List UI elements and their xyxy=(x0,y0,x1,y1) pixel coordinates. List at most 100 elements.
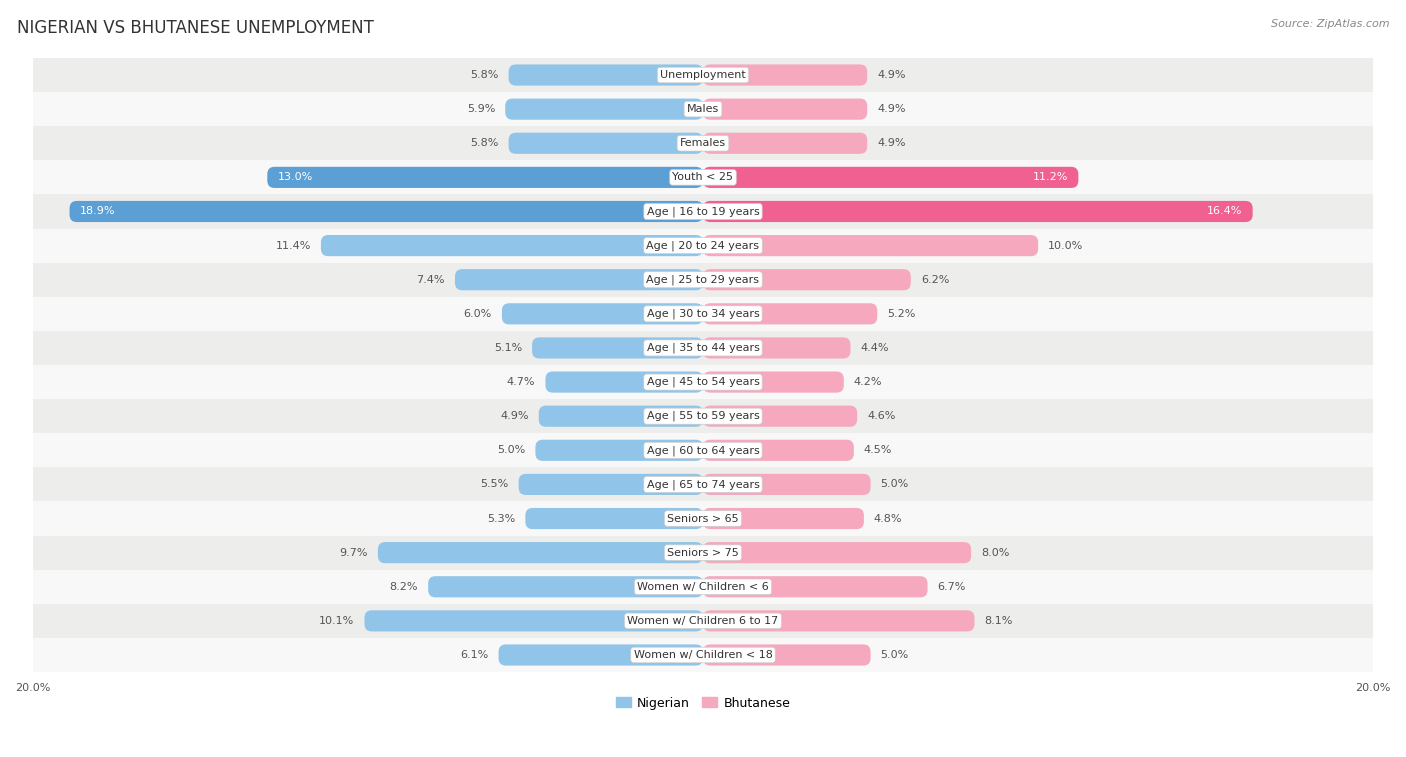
Text: Unemployment: Unemployment xyxy=(661,70,745,80)
Text: Youth < 25: Youth < 25 xyxy=(672,173,734,182)
Text: 9.7%: 9.7% xyxy=(339,547,368,558)
Text: Seniors > 75: Seniors > 75 xyxy=(666,547,740,558)
Text: 7.4%: 7.4% xyxy=(416,275,444,285)
Bar xyxy=(32,229,1374,263)
Text: Age | 16 to 19 years: Age | 16 to 19 years xyxy=(647,206,759,217)
Text: 4.4%: 4.4% xyxy=(860,343,889,353)
FancyBboxPatch shape xyxy=(499,644,703,665)
Bar xyxy=(32,536,1374,570)
FancyBboxPatch shape xyxy=(703,542,972,563)
FancyBboxPatch shape xyxy=(703,406,858,427)
Bar xyxy=(32,604,1374,638)
Text: Age | 30 to 34 years: Age | 30 to 34 years xyxy=(647,309,759,319)
Bar xyxy=(32,365,1374,399)
Text: 5.0%: 5.0% xyxy=(880,650,908,660)
FancyBboxPatch shape xyxy=(321,235,703,256)
Bar xyxy=(32,638,1374,672)
Text: Age | 60 to 64 years: Age | 60 to 64 years xyxy=(647,445,759,456)
Text: 5.8%: 5.8% xyxy=(470,139,499,148)
FancyBboxPatch shape xyxy=(456,269,703,290)
Text: NIGERIAN VS BHUTANESE UNEMPLOYMENT: NIGERIAN VS BHUTANESE UNEMPLOYMENT xyxy=(17,19,374,37)
Bar xyxy=(32,195,1374,229)
Text: 10.0%: 10.0% xyxy=(1049,241,1084,251)
Text: 5.2%: 5.2% xyxy=(887,309,915,319)
Text: 4.7%: 4.7% xyxy=(508,377,536,387)
Text: 4.5%: 4.5% xyxy=(863,445,893,455)
Bar xyxy=(32,399,1374,433)
FancyBboxPatch shape xyxy=(703,304,877,325)
Text: 10.1%: 10.1% xyxy=(319,616,354,626)
Text: 8.2%: 8.2% xyxy=(389,582,418,592)
FancyBboxPatch shape xyxy=(703,235,1038,256)
FancyBboxPatch shape xyxy=(703,440,853,461)
Text: 13.0%: 13.0% xyxy=(277,173,312,182)
FancyBboxPatch shape xyxy=(703,167,1078,188)
Text: 11.2%: 11.2% xyxy=(1033,173,1069,182)
Text: Age | 25 to 29 years: Age | 25 to 29 years xyxy=(647,275,759,285)
Text: 5.5%: 5.5% xyxy=(481,479,509,490)
Bar xyxy=(32,160,1374,195)
FancyBboxPatch shape xyxy=(703,610,974,631)
FancyBboxPatch shape xyxy=(429,576,703,597)
Bar xyxy=(32,331,1374,365)
Text: 5.8%: 5.8% xyxy=(470,70,499,80)
Text: 6.2%: 6.2% xyxy=(921,275,949,285)
FancyBboxPatch shape xyxy=(703,201,1253,222)
FancyBboxPatch shape xyxy=(703,338,851,359)
Text: 5.1%: 5.1% xyxy=(494,343,522,353)
FancyBboxPatch shape xyxy=(364,610,703,631)
Text: 5.0%: 5.0% xyxy=(880,479,908,490)
FancyBboxPatch shape xyxy=(502,304,703,325)
Bar xyxy=(32,433,1374,467)
Text: Source: ZipAtlas.com: Source: ZipAtlas.com xyxy=(1271,19,1389,29)
Text: 18.9%: 18.9% xyxy=(80,207,115,217)
Bar xyxy=(32,263,1374,297)
Text: 5.0%: 5.0% xyxy=(498,445,526,455)
Text: 4.9%: 4.9% xyxy=(501,411,529,421)
Text: 4.9%: 4.9% xyxy=(877,139,905,148)
Text: Seniors > 65: Seniors > 65 xyxy=(668,513,738,524)
Bar xyxy=(32,297,1374,331)
FancyBboxPatch shape xyxy=(703,508,863,529)
Text: 5.3%: 5.3% xyxy=(486,513,516,524)
Text: 4.9%: 4.9% xyxy=(877,70,905,80)
Text: Age | 45 to 54 years: Age | 45 to 54 years xyxy=(647,377,759,388)
Text: Women w/ Children 6 to 17: Women w/ Children 6 to 17 xyxy=(627,616,779,626)
FancyBboxPatch shape xyxy=(703,644,870,665)
Text: 8.0%: 8.0% xyxy=(981,547,1010,558)
FancyBboxPatch shape xyxy=(526,508,703,529)
Text: 11.4%: 11.4% xyxy=(276,241,311,251)
FancyBboxPatch shape xyxy=(536,440,703,461)
Text: Women w/ Children < 6: Women w/ Children < 6 xyxy=(637,582,769,592)
FancyBboxPatch shape xyxy=(703,64,868,86)
Text: 8.1%: 8.1% xyxy=(984,616,1012,626)
FancyBboxPatch shape xyxy=(703,269,911,290)
FancyBboxPatch shape xyxy=(378,542,703,563)
Text: 16.4%: 16.4% xyxy=(1208,207,1243,217)
FancyBboxPatch shape xyxy=(703,474,870,495)
Text: 4.6%: 4.6% xyxy=(868,411,896,421)
FancyBboxPatch shape xyxy=(69,201,703,222)
Text: Age | 35 to 44 years: Age | 35 to 44 years xyxy=(647,343,759,354)
Text: Females: Females xyxy=(681,139,725,148)
Text: Males: Males xyxy=(688,104,718,114)
FancyBboxPatch shape xyxy=(267,167,703,188)
Text: 4.8%: 4.8% xyxy=(875,513,903,524)
Bar xyxy=(32,467,1374,501)
FancyBboxPatch shape xyxy=(531,338,703,359)
Text: 5.9%: 5.9% xyxy=(467,104,495,114)
Legend: Nigerian, Bhutanese: Nigerian, Bhutanese xyxy=(610,692,796,715)
Text: 4.2%: 4.2% xyxy=(853,377,883,387)
Text: Women w/ Children < 18: Women w/ Children < 18 xyxy=(634,650,772,660)
FancyBboxPatch shape xyxy=(703,98,868,120)
Text: 4.9%: 4.9% xyxy=(877,104,905,114)
FancyBboxPatch shape xyxy=(509,64,703,86)
Bar xyxy=(32,570,1374,604)
FancyBboxPatch shape xyxy=(519,474,703,495)
Text: Age | 55 to 59 years: Age | 55 to 59 years xyxy=(647,411,759,422)
Text: Age | 65 to 74 years: Age | 65 to 74 years xyxy=(647,479,759,490)
FancyBboxPatch shape xyxy=(703,576,928,597)
Bar xyxy=(32,92,1374,126)
FancyBboxPatch shape xyxy=(703,372,844,393)
Text: 6.7%: 6.7% xyxy=(938,582,966,592)
